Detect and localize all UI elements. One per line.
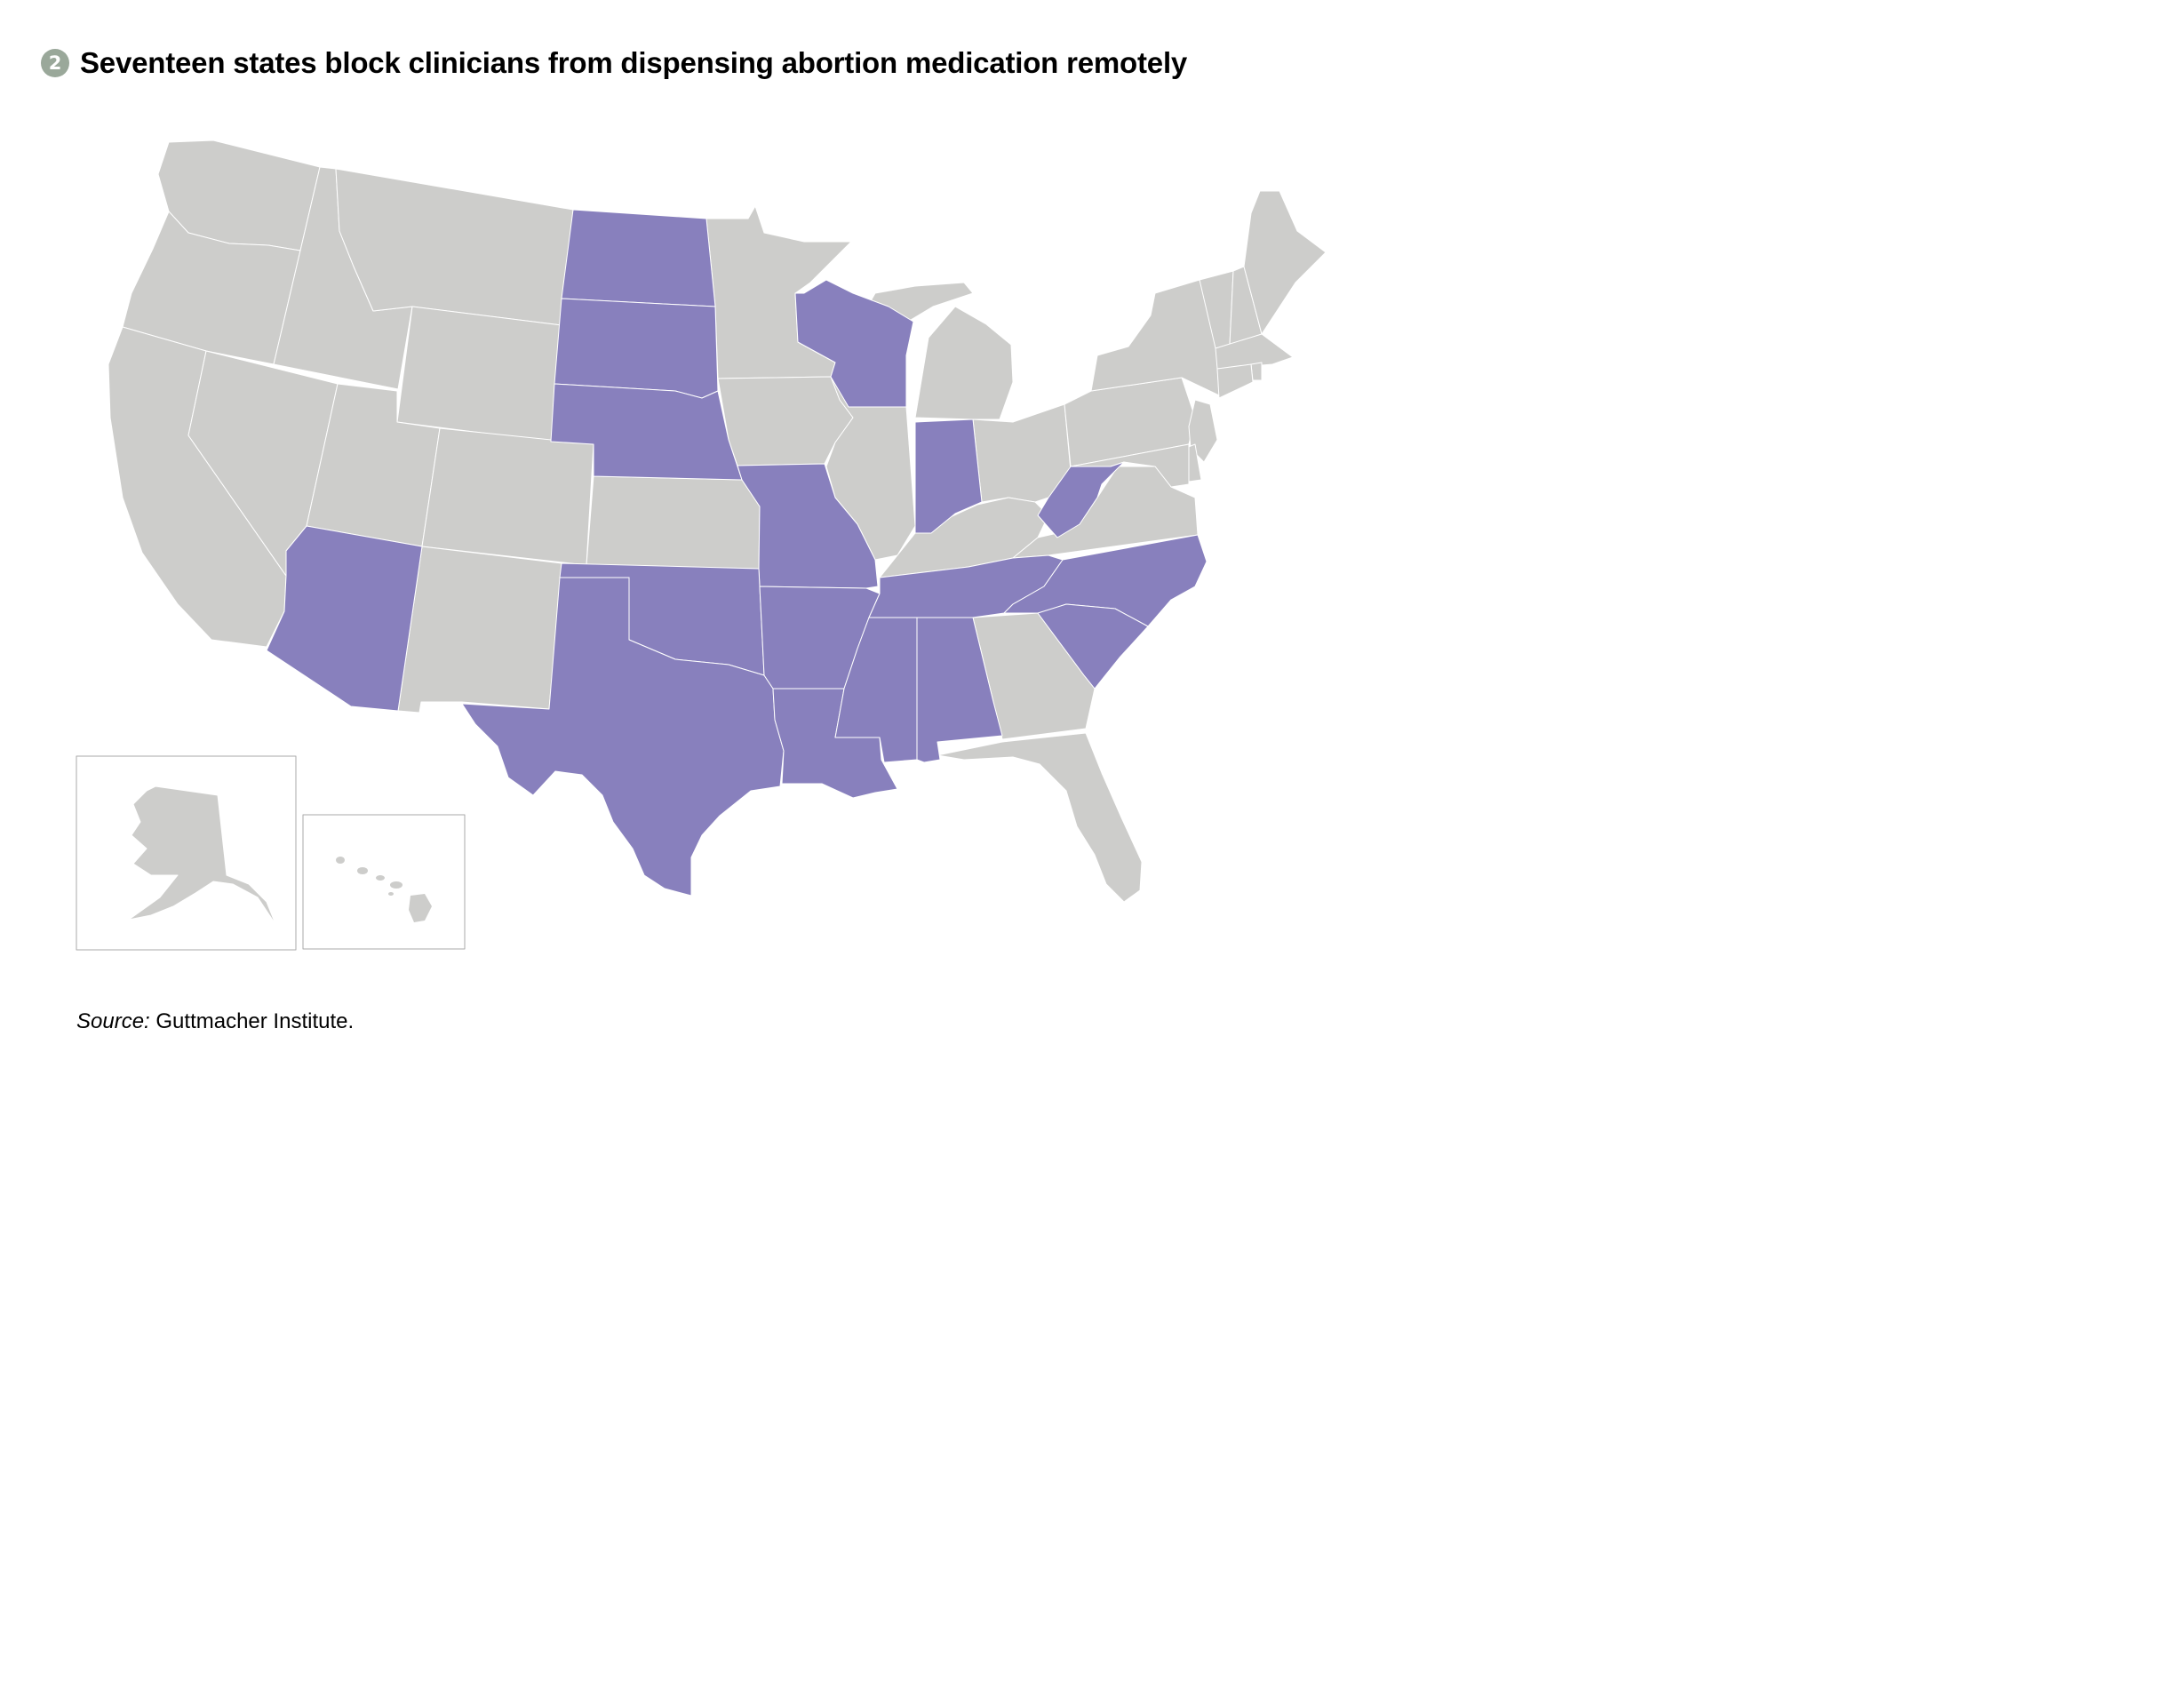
state-new-mexico bbox=[397, 546, 562, 713]
state-south-carolina bbox=[1037, 603, 1149, 690]
map-title: Seventeen states block clinicians from d… bbox=[80, 46, 1188, 79]
state-alaska bbox=[128, 785, 276, 925]
state-wyoming bbox=[396, 306, 562, 442]
state-nebraska bbox=[550, 383, 743, 481]
state-arizona bbox=[266, 525, 423, 712]
state-kansas bbox=[586, 475, 761, 570]
source-text: Guttmacher Institute. bbox=[149, 1009, 355, 1033]
state-west-virginia bbox=[1037, 461, 1125, 538]
state-wisconsin bbox=[794, 279, 914, 408]
state-new-york bbox=[1090, 279, 1220, 396]
state-florida bbox=[937, 732, 1143, 903]
source-label: Source: bbox=[76, 1009, 150, 1033]
state-new-jersey bbox=[1188, 399, 1218, 463]
alaska-inset-frame bbox=[76, 755, 297, 951]
state-massachusetts bbox=[1215, 333, 1294, 370]
hawaii-inset-frame bbox=[302, 814, 466, 950]
source-note: Source: Guttmacher Institute. bbox=[76, 1009, 354, 1034]
us-map bbox=[76, 140, 1327, 951]
chart-header: 2 Seventeen states block clinicians from… bbox=[41, 46, 1187, 80]
state-colorado bbox=[421, 427, 594, 566]
state-montana bbox=[335, 168, 574, 326]
state-missouri bbox=[737, 463, 879, 589]
state-connecticut bbox=[1216, 363, 1254, 399]
state-maine bbox=[1243, 190, 1327, 335]
state-north-dakota bbox=[561, 209, 716, 307]
state-indiana bbox=[914, 419, 983, 534]
state-texas bbox=[461, 577, 785, 897]
state-alabama bbox=[916, 617, 1003, 763]
state-hawaii bbox=[336, 857, 432, 922]
state-south-dakota bbox=[554, 298, 719, 399]
figure-number-badge: 2 bbox=[41, 49, 69, 77]
